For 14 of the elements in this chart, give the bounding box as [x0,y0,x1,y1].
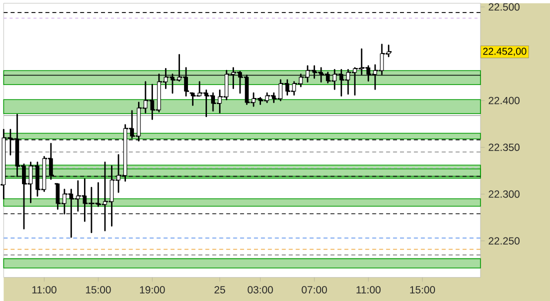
y-tick-label: 22.350 [488,144,520,151]
x-tick-label: 03:00 [248,286,273,294]
x-tick-label: 15:00 [410,286,435,294]
y-tick-label: 22.250 [488,237,520,244]
x-tick-label: 07:00 [302,286,327,294]
x-tick-label: 11:00 [356,286,381,294]
x-tick-label: 11:00 [32,286,56,294]
y-tick-label: 22.500 [488,3,520,11]
y-tick-label: 22.300 [488,190,520,198]
text: 22.452,00 [483,48,526,56]
x-tick-label: 15:00 [86,286,111,294]
x-tick-label: 19:00 [140,286,165,294]
x-tick-label: 25 [214,286,226,294]
y-tick-label: 22.400 [488,96,520,104]
